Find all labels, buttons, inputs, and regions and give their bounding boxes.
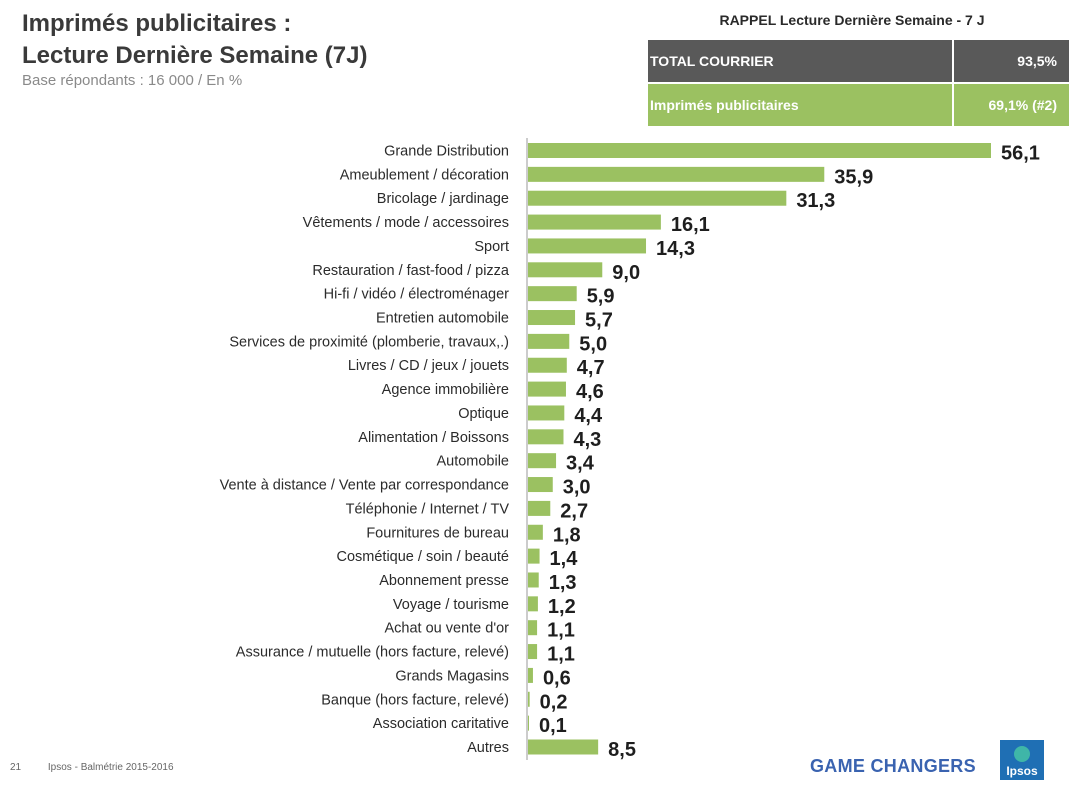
data-label: 2,7 (560, 500, 588, 522)
base-note: Base répondants : 16 000 / En % (22, 72, 243, 89)
category-label: Voyage / tourisme (393, 597, 509, 613)
category-label: Optique (458, 406, 509, 422)
data-label: 4,6 (576, 381, 604, 403)
category-label: Services de proximité (plomberie, travau… (229, 334, 509, 350)
category-label: Abonnement presse (379, 573, 509, 589)
data-label: 4,7 (577, 357, 605, 379)
bar (528, 429, 564, 445)
data-label: 14,3 (656, 238, 695, 260)
rappel-row-imprimes: Imprimés publicitaires 69,1% (#2) (648, 82, 1069, 126)
category-label: Livres / CD / jeux / jouets (348, 358, 509, 374)
data-label: 0,1 (539, 715, 567, 737)
category-label: Achat ou vente d'or (385, 621, 510, 637)
bar (528, 691, 530, 707)
category-label: Cosmétique / soin / beauté (337, 549, 510, 565)
category-label: Vente à distance / Vente par corresponda… (220, 478, 509, 494)
bar (528, 405, 565, 421)
data-label: 56,1 (1001, 143, 1040, 165)
category-label: Grands Magasins (395, 668, 509, 684)
data-label: 1,8 (553, 524, 581, 546)
data-label: 1,2 (548, 596, 576, 618)
bar (528, 143, 991, 158)
bar (528, 548, 540, 564)
bar (528, 715, 529, 731)
data-label: 1,1 (547, 620, 575, 642)
data-label: 0,2 (540, 691, 568, 713)
bar (528, 644, 538, 660)
category-label: Hi-fi / vidéo / électroménager (324, 287, 510, 303)
ipsos-logo-icon: Ipsos (1000, 740, 1044, 780)
data-label: 1,1 (547, 644, 575, 666)
data-label: 5,7 (585, 310, 613, 332)
category-label: Fournitures de bureau (366, 525, 509, 541)
data-label: 35,9 (834, 166, 873, 188)
category-label: Assurance / mutuelle (hors facture, rele… (236, 645, 509, 661)
bar (528, 238, 647, 254)
category-label: Autres (467, 740, 509, 756)
page-title: Imprimés publicitaires : Lecture Dernièr… (22, 8, 367, 72)
data-label: 5,9 (587, 286, 615, 308)
bar (528, 381, 566, 397)
data-label: 3,0 (563, 477, 591, 499)
bar (528, 357, 567, 373)
bar (528, 333, 570, 349)
bar (528, 667, 533, 683)
bar (528, 596, 538, 612)
bar (528, 310, 576, 326)
category-label: Banque (hors facture, relevé) (321, 692, 509, 708)
rappel-label: TOTAL COURRIER (648, 40, 953, 83)
category-label: Entretien automobile (376, 311, 509, 327)
bar (528, 500, 551, 516)
bar (528, 477, 553, 493)
bar (528, 286, 577, 302)
category-label: Ameublement / décoration (340, 167, 509, 183)
data-label: 1,3 (549, 572, 577, 594)
data-label: 0,6 (543, 667, 571, 689)
bar (528, 620, 538, 636)
rappel-value: 69,1% (#2) (952, 82, 1069, 126)
category-label: Téléphonie / Internet / TV (346, 501, 510, 517)
bar (528, 214, 661, 230)
bar (528, 739, 599, 755)
data-label: 16,1 (671, 214, 710, 236)
footer-source: 21 Ipsos - Balmétrie 2015-2016 (10, 762, 174, 773)
category-label: Sport (474, 239, 509, 255)
category-label: Grande Distribution (384, 144, 509, 160)
bar (528, 453, 557, 469)
bar (528, 166, 825, 182)
category-label: Vêtements / mode / accessoires (303, 215, 509, 231)
data-label: 8,5 (608, 739, 636, 761)
title-line-1: Imprimés publicitaires : (22, 10, 292, 37)
bar (528, 262, 603, 278)
data-label: 31,3 (796, 190, 835, 212)
rappel-label: Imprimés publicitaires (648, 82, 953, 126)
bar (528, 524, 543, 540)
data-label: 1,4 (550, 548, 579, 570)
category-label: Alimentation / Boissons (358, 430, 509, 446)
category-label: Automobile (436, 454, 509, 470)
page-number: 21 (10, 762, 22, 773)
rappel-value: 93,5% (952, 40, 1069, 83)
category-label: Bricolage / jardinage (377, 191, 509, 207)
title-line-2: Lecture Dernière Semaine (7J) (22, 42, 368, 69)
category-label: Restauration / fast-food / pizza (312, 263, 510, 279)
rappel-row-total-courrier: TOTAL COURRIER 93,5% (648, 40, 1069, 83)
category-label: Agence immobilière (382, 382, 509, 398)
data-label: 5,0 (579, 333, 607, 355)
game-changers-tagline: GAME CHANGERS (810, 756, 976, 776)
bar (528, 572, 539, 588)
rappel-heading: RAPPEL Lecture Dernière Semaine - 7 J (719, 12, 985, 28)
logo-text: Ipsos (1006, 764, 1038, 778)
rappel-table: TOTAL COURRIER 93,5% Imprimés publicitai… (648, 40, 1069, 126)
data-label: 3,4 (566, 453, 595, 475)
data-label: 4,3 (573, 429, 601, 451)
category-label: Association caritative (373, 716, 509, 732)
data-label: 9,0 (612, 262, 640, 284)
data-label: 4,4 (574, 405, 603, 427)
bar (528, 190, 787, 206)
source-text: Ipsos - Balmétrie 2015-2016 (47, 762, 174, 773)
